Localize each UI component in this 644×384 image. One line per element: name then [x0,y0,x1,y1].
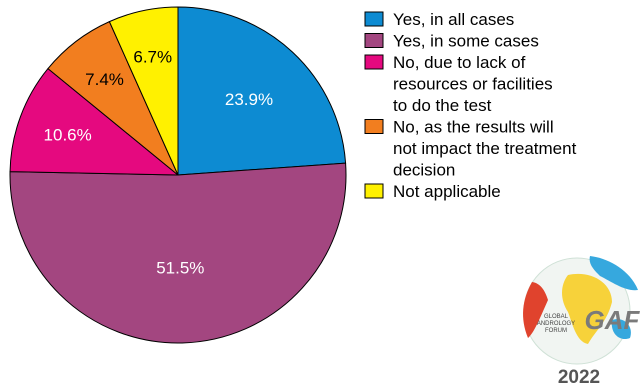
logo-eurasia-shape [589,256,638,291]
logo-africa-shape [562,273,612,344]
legend-entry-5-line-1: Not applicable [393,182,501,201]
logo-americas-shape [523,282,548,338]
legend-entry-1-line-1: Yes, in all cases [393,10,514,29]
pie-slice-labels: 23.9% 51.5% 10.6% 7.4% 6.7% [44,48,274,278]
logo-text-line-3: FORUM [545,328,567,334]
legend-entry-4-line-3: decision [393,161,455,180]
logo-year: 2022 [558,367,600,384]
pie-slice-2 [9,162,347,344]
logo-oceania-shape [611,319,631,340]
pie-slice-3 [9,67,180,176]
pie-slice-label-2: 51.5% [156,258,204,277]
legend-entry-3-line-2: resources or facilities [393,75,553,94]
pie-slice-5 [108,6,179,176]
pie-slice-1 [177,6,347,176]
logo-text-line-2: ANDROLOGY [537,321,575,327]
legend-entry-2-line-1: Yes, in some cases [393,32,539,51]
legend-swatch-1 [364,11,384,27]
legend-entry-3-line-1: No, due to lack of [393,53,526,72]
pie-slice-label-1: 23.9% [225,90,273,109]
legend: Yes, in all cases Yes, in some cases No, d… [364,10,577,201]
legend-swatch-4 [364,119,384,134]
legend-swatch-2 [364,33,384,48]
pie-slice-label-3: 10.6% [44,125,92,144]
legend-entry-3-line-3: to do the test [393,96,492,115]
logo-text-line-1: GLOBAL [544,314,569,320]
legend-swatch-3 [364,54,384,70]
legend-entry-4-line-2: not impact the treatment [393,139,577,158]
logo-brand: GAF [585,305,641,335]
legend-entry-4-line-1: No, as the results will [393,118,554,137]
pie-slice-label-5: 6.7% [133,48,172,67]
pie-slices [9,6,347,344]
pie-slice-label-4: 7.4% [85,70,124,89]
global-andrology-forum-logo: GLOBAL ANDROLOGY FORUM GAF 2022 [523,256,641,384]
legend-swatch-5 [364,183,384,199]
